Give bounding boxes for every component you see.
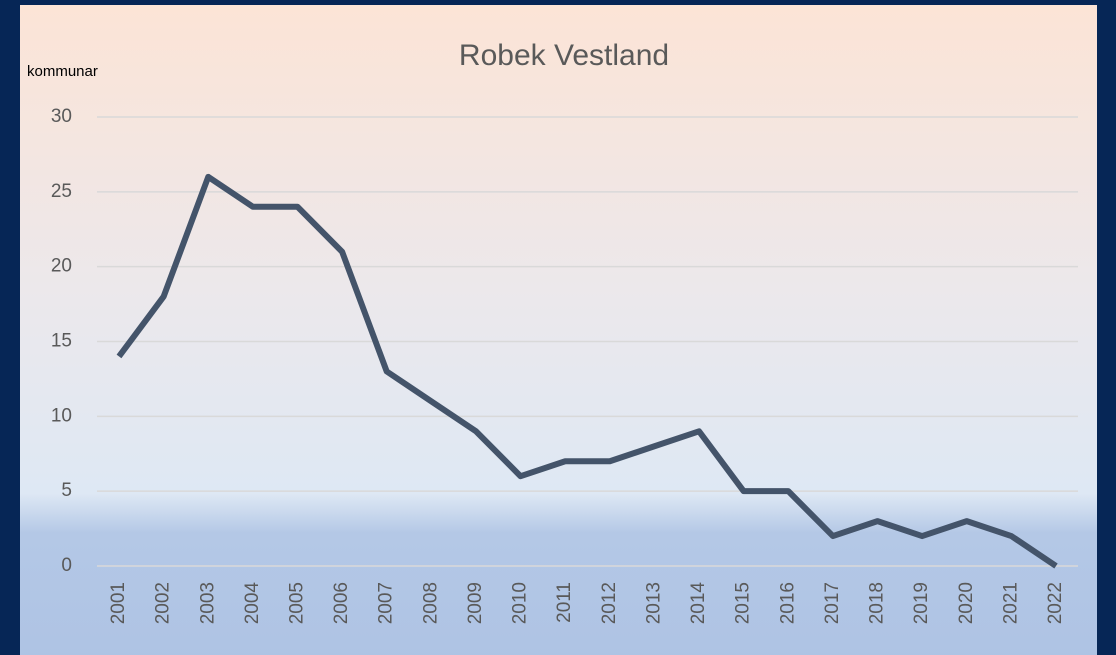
y-tick-label: 10: [51, 405, 72, 426]
x-tick-label: 2022: [1045, 582, 1066, 624]
x-tick-label: 2020: [956, 582, 977, 624]
y-tick-label: 20: [51, 256, 72, 277]
x-tick-label: 2016: [777, 582, 798, 624]
x-tick-label: 2009: [465, 582, 486, 624]
y-tick-label: 0: [61, 555, 72, 576]
x-tick-label: 2005: [286, 582, 307, 624]
line: [116, 173, 1058, 569]
y-tick-label: 5: [61, 480, 72, 501]
x-tick-label: 2001: [108, 582, 129, 624]
x-tick-label: 2003: [197, 582, 218, 624]
x-tick-label: 2011: [554, 582, 575, 623]
y-tick-label: 25: [51, 181, 72, 202]
x-tick-label: 2014: [688, 582, 709, 625]
x-tick-label: 2006: [331, 582, 352, 624]
x-tick-label: 2002: [153, 582, 174, 624]
x-tick-label: 2007: [376, 582, 397, 624]
x-tick-label: 2008: [420, 582, 441, 624]
x-tick-label: 2017: [822, 582, 843, 624]
y-axis-label: kommunar: [27, 63, 98, 80]
chart-title: Robek Vestland: [459, 39, 669, 72]
x-tick-label: 2018: [867, 582, 888, 624]
x-tick-label: 2010: [510, 582, 531, 624]
y-tick-label: 15: [51, 331, 72, 352]
x-tick-label: 2019: [911, 582, 932, 624]
y-tick-label: 30: [51, 106, 72, 127]
x-tick-label: 2015: [733, 582, 754, 624]
x-tick-label: 2004: [242, 582, 263, 625]
x-tick-label: 2021: [1000, 582, 1021, 624]
x-tick-label: 2013: [643, 582, 664, 624]
x-tick-label: 2012: [599, 582, 620, 624]
chart-panel: [20, 5, 1097, 655]
